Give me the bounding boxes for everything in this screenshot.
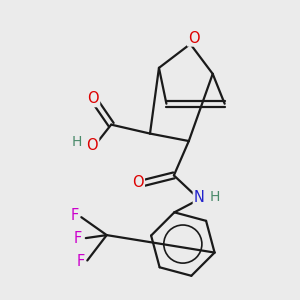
Text: H: H (72, 135, 82, 149)
Text: F: F (74, 231, 82, 246)
Text: H: H (210, 190, 220, 204)
Text: O: O (188, 31, 200, 46)
Text: F: F (70, 208, 79, 223)
Text: O: O (88, 91, 99, 106)
Text: O: O (132, 175, 144, 190)
Text: O: O (87, 138, 98, 153)
Text: N: N (194, 190, 205, 205)
Text: F: F (76, 254, 85, 269)
